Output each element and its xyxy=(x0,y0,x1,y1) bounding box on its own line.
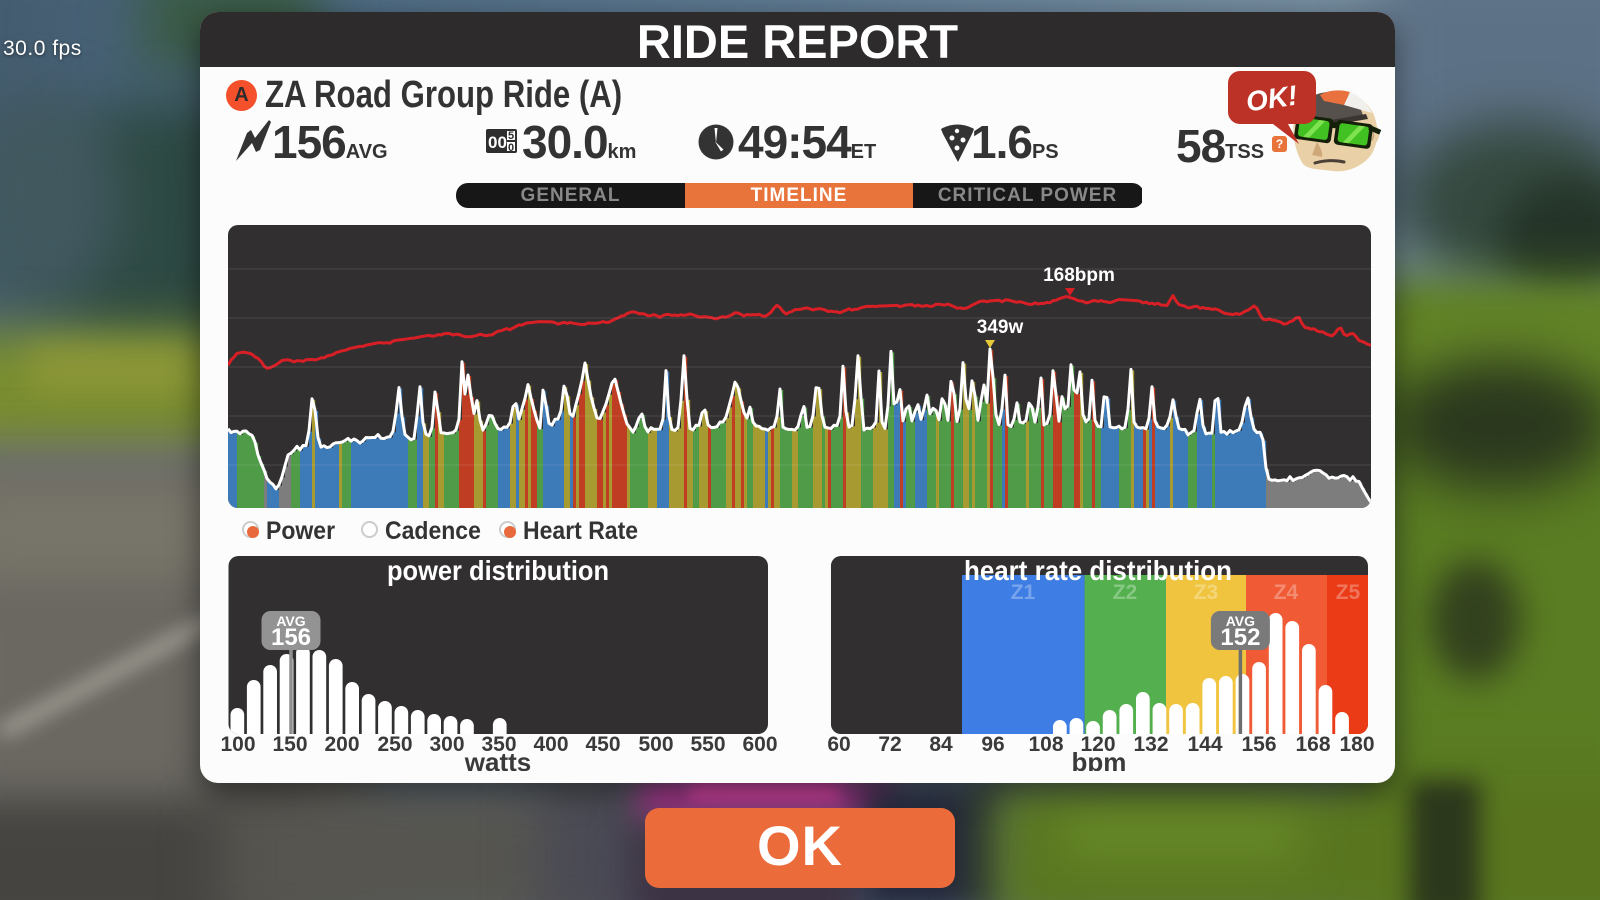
svg-text:heart rate distribution: heart rate distribution xyxy=(964,556,1232,586)
svg-text:550: 550 xyxy=(690,733,725,756)
svg-text:Z2: Z2 xyxy=(1113,581,1138,604)
svg-text:108: 108 xyxy=(1028,733,1063,756)
svg-text:60: 60 xyxy=(827,733,850,756)
svg-text:100: 100 xyxy=(220,733,255,756)
svg-text:AVG: AVG xyxy=(276,613,305,629)
svg-text:450: 450 xyxy=(585,733,620,756)
svg-text:power distribution: power distribution xyxy=(387,556,609,586)
svg-text:watts: watts xyxy=(464,747,531,771)
svg-text:132: 132 xyxy=(1133,733,1168,756)
svg-text:600: 600 xyxy=(742,733,777,756)
svg-text:144: 144 xyxy=(1187,733,1222,756)
svg-text:AVG: AVG xyxy=(1226,613,1255,629)
svg-text:84: 84 xyxy=(929,733,953,756)
svg-text:168: 168 xyxy=(1295,733,1330,756)
svg-text:5: 5 xyxy=(508,130,514,142)
svg-text:500: 500 xyxy=(638,733,673,756)
svg-text:350: 350 xyxy=(481,733,516,756)
svg-text:250: 250 xyxy=(377,733,412,756)
svg-text:200: 200 xyxy=(324,733,359,756)
svg-text:96: 96 xyxy=(981,733,1004,756)
svg-text:bpm: bpm xyxy=(1072,747,1127,771)
svg-text:Z3: Z3 xyxy=(1194,581,1219,604)
svg-text:180: 180 xyxy=(1339,733,1374,756)
svg-text:00: 00 xyxy=(488,133,507,152)
svg-text:Z5: Z5 xyxy=(1336,581,1361,604)
svg-text:400: 400 xyxy=(533,733,568,756)
svg-text:72: 72 xyxy=(878,733,901,756)
svg-text:349w: 349w xyxy=(977,317,1024,338)
svg-text:300: 300 xyxy=(429,733,464,756)
svg-text:Z4: Z4 xyxy=(1274,581,1299,604)
svg-text:156: 156 xyxy=(271,624,311,651)
svg-text:Z1: Z1 xyxy=(1011,581,1036,604)
svg-text:168bpm: 168bpm xyxy=(1043,265,1115,286)
svg-text:156: 156 xyxy=(1241,733,1276,756)
svg-text:152: 152 xyxy=(1220,624,1260,651)
svg-text:OK!: OK! xyxy=(1244,80,1299,118)
svg-text:0: 0 xyxy=(508,142,514,154)
svg-text:120: 120 xyxy=(1080,733,1115,756)
svg-text:150: 150 xyxy=(272,733,307,756)
